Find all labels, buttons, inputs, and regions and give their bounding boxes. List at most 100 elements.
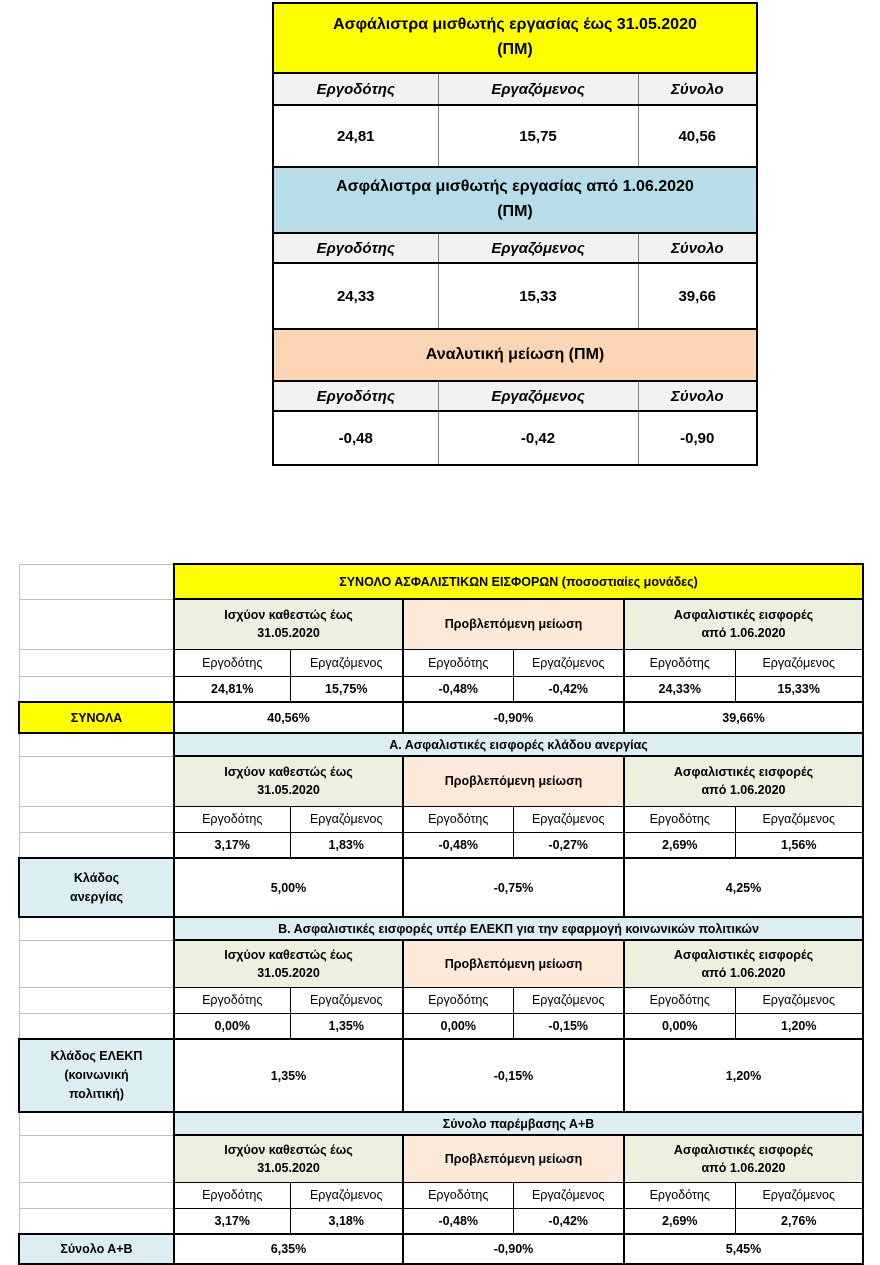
- value-cell: 15,33%: [734, 675, 864, 703]
- empty-cell: [18, 986, 175, 1014]
- group-header-planned-reduction: Προβλεπόμενη μείωση: [402, 1134, 625, 1183]
- value-cell: 2,69%: [623, 831, 736, 859]
- row-label-unemployment-branch: Κλάδος ανεργίας: [18, 857, 175, 918]
- subheader-employee: Εργαζόμενος: [734, 805, 864, 833]
- empty-cell: [18, 648, 175, 677]
- group-header-current-regime: Ισχύον καθεστώς έως 31.05.2020: [173, 598, 404, 650]
- group-header-contributions-from: Ασφαλιστικές εισφορές από 1.06.2020: [623, 939, 864, 988]
- subheader-employer: Εργοδότης: [402, 648, 514, 677]
- group-header-planned-reduction: Προβλεπόμενη μείωση: [402, 755, 625, 807]
- value-cell: 24,33: [272, 262, 439, 330]
- empty-cell: [18, 939, 175, 988]
- value-cell: -0,42%: [512, 675, 625, 703]
- empty-cell: [18, 1207, 175, 1235]
- subheader-employer: Εργοδότης: [173, 805, 291, 833]
- empty-cell: [18, 916, 175, 941]
- group-header-current-regime: Ισχύον καθεστώς έως 31.05.2020: [173, 939, 404, 988]
- value-cell: 24,33%: [623, 675, 736, 703]
- subheader-employee: Εργαζόμενος: [289, 805, 404, 833]
- section-band-total-a-plus-b: Σύνολο παρέμβασης Α+Β: [173, 1111, 864, 1136]
- group-header-planned-reduction: Προβλεπόμενη μείωση: [402, 939, 625, 988]
- empty-cell: [18, 563, 175, 600]
- total-cell: 1,35%: [173, 1038, 404, 1113]
- value-cell: 1,56%: [734, 831, 864, 859]
- value-cell: 1,20%: [734, 1012, 864, 1040]
- empty-cell: [18, 831, 175, 859]
- subheader-employer: Εργοδότης: [173, 1181, 291, 1209]
- column-header-employer: Εργοδότης: [272, 72, 439, 106]
- subheader-employee: Εργαζόμενος: [512, 805, 625, 833]
- subheader-employer: Εργοδότης: [623, 648, 736, 677]
- subheader-employee: Εργαζόμενος: [734, 986, 864, 1014]
- column-header-total: Σύνολο: [637, 380, 758, 412]
- value-cell: -0,42%: [512, 1207, 625, 1235]
- group-header-planned-reduction: Προβλεπόμενη μείωση: [402, 598, 625, 650]
- subheader-employee: Εργαζόμενος: [289, 986, 404, 1014]
- group-header-contributions-from: Ασφαλιστικές εισφορές από 1.06.2020: [623, 1134, 864, 1183]
- table-title: ΣΥΝΟΛΟ ΑΣΦΑΛΙΣΤΙΚΩΝ ΕΙΣΦΟΡΩΝ (ποσοστιαίε…: [173, 563, 864, 600]
- empty-cell: [18, 732, 175, 757]
- section-band-a-unemployment: Α. Ασφαλιστικές εισφορές κλάδου ανεργίας: [173, 732, 864, 757]
- value-cell: -0,27%: [512, 831, 625, 859]
- value-cell: -0,15%: [512, 1012, 625, 1040]
- subheader-employer: Εργοδότης: [402, 1181, 514, 1209]
- group-header-contributions-from: Ασφαλιστικές εισφορές από 1.06.2020: [623, 598, 864, 650]
- total-insurance-contributions-table: ΣΥΝΟΛΟ ΑΣΦΑΛΙΣΤΙΚΩΝ ΕΙΣΦΟΡΩΝ (ποσοστιαίε…: [18, 563, 864, 1265]
- empty-cell: [18, 1134, 175, 1183]
- subheader-employee: Εργαζόμενος: [289, 648, 404, 677]
- group-header-current-regime: Ισχύον καθεστώς έως 31.05.2020: [173, 1134, 404, 1183]
- empty-cell: [18, 1012, 175, 1040]
- value-cell: 2,76%: [734, 1207, 864, 1235]
- row-label-total-a-plus-b: Σύνολο Α+Β: [18, 1233, 175, 1265]
- value-cell: -0,48%: [402, 675, 514, 703]
- wage-insurance-summary-table: Ασφάλιστρα μισθωτής εργασίας έως 31.05.2…: [272, 2, 758, 466]
- total-cell: 5,00%: [173, 857, 404, 918]
- subheader-employer: Εργοδότης: [402, 986, 514, 1014]
- column-header-employer: Εργοδότης: [272, 232, 439, 264]
- empty-cell: [18, 755, 175, 807]
- subheader-employee: Εργαζόμενος: [734, 648, 864, 677]
- column-header-employee: Εργαζόμενος: [437, 72, 639, 106]
- value-cell: -0,48: [272, 410, 439, 466]
- total-cell: -0,15%: [402, 1038, 625, 1113]
- value-cell: 0,00%: [623, 1012, 736, 1040]
- total-cell: -0,90%: [402, 701, 625, 734]
- value-cell: 15,33: [437, 262, 639, 330]
- value-cell: 39,66: [637, 262, 758, 330]
- subheader-employer: Εργοδότης: [623, 805, 736, 833]
- value-cell: 1,35%: [289, 1012, 404, 1040]
- value-cell: -0,48%: [402, 831, 514, 859]
- section-title-from-1-06-2020: Ασφάλιστρα μισθωτής εργασίας από 1.06.20…: [272, 166, 758, 234]
- row-label-elekp-branch: Κλάδος ΕΛΕΚΠ (κοινωνική πολιτική): [18, 1038, 175, 1113]
- value-cell: -0,42: [437, 410, 639, 466]
- value-cell: 15,75%: [289, 675, 404, 703]
- value-cell: 15,75: [437, 104, 639, 168]
- value-cell: 3,18%: [289, 1207, 404, 1235]
- subheader-employer: Εργοδότης: [623, 1181, 736, 1209]
- total-cell: -0,90%: [402, 1233, 625, 1265]
- column-header-employee: Εργαζόμενος: [437, 232, 639, 264]
- subheader-employee: Εργαζόμενος: [289, 1181, 404, 1209]
- empty-cell: [18, 1181, 175, 1209]
- value-cell: 24,81%: [173, 675, 291, 703]
- subheader-employee: Εργαζόμενος: [734, 1181, 864, 1209]
- value-cell: 0,00%: [402, 1012, 514, 1040]
- empty-cell: [18, 675, 175, 703]
- subheader-employee: Εργαζόμενος: [512, 648, 625, 677]
- total-cell: 1,20%: [623, 1038, 864, 1113]
- value-cell: -0,48%: [402, 1207, 514, 1235]
- subheader-employee: Εργαζόμενος: [512, 1181, 625, 1209]
- subheader-employer: Εργοδότης: [173, 986, 291, 1014]
- value-cell: 24,81: [272, 104, 439, 168]
- subheader-employer: Εργοδότης: [173, 648, 291, 677]
- total-cell: 6,35%: [173, 1233, 404, 1265]
- value-cell: 0,00%: [173, 1012, 291, 1040]
- total-cell: -0,75%: [402, 857, 625, 918]
- empty-cell: [18, 1111, 175, 1136]
- column-header-employer: Εργοδότης: [272, 380, 439, 412]
- empty-cell: [18, 805, 175, 833]
- column-header-total: Σύνολο: [637, 232, 758, 264]
- section-title-analytic-reduction: Αναλυτική μείωση (ΠΜ): [272, 328, 758, 382]
- row-label-totals: ΣΥΝΟΛΑ: [18, 701, 175, 734]
